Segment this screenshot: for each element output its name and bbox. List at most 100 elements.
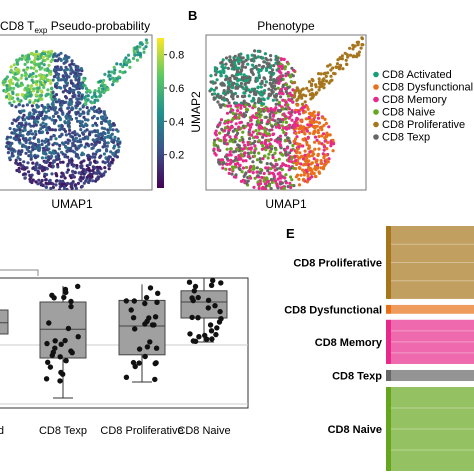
umap-a-point xyxy=(56,75,60,80)
umap-b-point xyxy=(316,152,320,156)
umap-b-point xyxy=(249,165,253,169)
umap-b-point xyxy=(234,66,238,70)
box-point xyxy=(214,325,220,331)
box-point xyxy=(68,298,74,305)
umap-b-point xyxy=(209,80,213,84)
umap-b-point xyxy=(249,133,253,137)
umap-a-point xyxy=(68,149,72,153)
umap-a-point xyxy=(76,181,80,185)
umap-a-point xyxy=(27,122,31,126)
umap-b-point xyxy=(345,53,349,57)
umap-a-point xyxy=(68,100,72,104)
umap-b-point xyxy=(227,85,231,90)
umap-b-point xyxy=(278,182,283,186)
panel-b-xlabel: UMAP1 xyxy=(265,197,307,211)
box-point xyxy=(147,285,154,291)
umap-a-point xyxy=(16,62,20,66)
box-point xyxy=(52,338,58,344)
umap-b-point xyxy=(307,152,311,156)
umap-a-point xyxy=(82,137,86,141)
umap-b-point xyxy=(351,47,355,51)
umap-a-point xyxy=(69,97,73,102)
umap-b-point xyxy=(292,126,296,130)
umap-b-point xyxy=(213,68,217,72)
umap-b-point xyxy=(290,160,294,164)
umap-b-point xyxy=(228,162,232,166)
umap-a-point xyxy=(34,156,38,160)
umap-a-point xyxy=(58,160,63,164)
umap-a-point xyxy=(80,170,84,174)
umap-b-point xyxy=(227,101,231,105)
umap-b-point xyxy=(290,118,294,122)
umap-a-point xyxy=(70,186,74,190)
umap-a-point xyxy=(20,73,24,77)
umap-b-point xyxy=(324,153,328,157)
umap-b-point xyxy=(254,129,258,133)
umap-a-point xyxy=(49,164,53,168)
umap-b-point xyxy=(336,58,340,62)
umap-b-point xyxy=(213,138,217,142)
umap-a-point xyxy=(94,134,98,138)
umap-a-point xyxy=(11,91,15,95)
umap-b-point xyxy=(317,80,322,84)
umap-b-point xyxy=(264,108,268,112)
umap-b-point xyxy=(335,62,340,66)
umap-b-point xyxy=(224,167,228,171)
umap-b-point xyxy=(293,159,297,163)
umap-a-point xyxy=(32,66,36,70)
umap-a-point xyxy=(31,71,35,76)
umap-a-point xyxy=(15,168,19,173)
umap-a-point xyxy=(31,161,35,165)
umap-a-point xyxy=(50,172,54,176)
umap-a-point xyxy=(39,123,43,127)
umap-a-point xyxy=(17,103,21,107)
umap-b-point xyxy=(299,124,303,128)
umap-a-point xyxy=(27,170,31,174)
umap-b-point xyxy=(317,134,321,139)
umap-b-point xyxy=(271,165,275,169)
umap-b-point xyxy=(257,139,261,143)
umap-a-point xyxy=(44,110,48,114)
umap-b-point xyxy=(219,158,223,162)
umap-b-point xyxy=(219,118,224,122)
umap-a-point xyxy=(115,139,119,143)
umap-b-point xyxy=(220,81,224,85)
umap-b-point xyxy=(247,88,251,92)
sankey-node xyxy=(386,369,391,382)
umap-b-point xyxy=(323,139,327,143)
umap-a-point xyxy=(40,178,44,183)
umap-b-point xyxy=(273,158,278,162)
umap-a-point xyxy=(142,50,146,54)
umap-a-point xyxy=(48,178,52,182)
umap-b-point xyxy=(255,113,259,117)
umap-b-point xyxy=(240,170,244,174)
umap-b-point xyxy=(322,86,326,90)
umap-b-point xyxy=(292,166,296,170)
umap-b-point xyxy=(228,76,232,80)
umap-a-point xyxy=(37,178,41,182)
umap-b-point xyxy=(246,62,250,66)
umap-b-point xyxy=(284,100,288,104)
umap-a-point xyxy=(34,74,38,78)
umap-b-point xyxy=(340,54,344,58)
umap-b-point xyxy=(236,131,240,135)
umap-b-point xyxy=(226,131,231,135)
umap-a-point xyxy=(22,160,26,164)
box-point xyxy=(213,331,219,338)
umap-b-point xyxy=(242,112,246,116)
umap-b-point xyxy=(351,43,355,47)
umap-a-point xyxy=(77,134,82,138)
umap-a-point xyxy=(102,152,106,156)
umap-b-point xyxy=(305,129,309,133)
box-point xyxy=(207,322,214,328)
umap-a-point xyxy=(5,84,9,88)
umap-a-point xyxy=(58,128,62,132)
umap-b-point xyxy=(277,81,281,85)
umap-b-point xyxy=(260,147,264,151)
umap-a-point xyxy=(62,185,66,189)
panel-b-ylabel: UMAP2 xyxy=(189,91,203,133)
umap-a-point xyxy=(34,55,38,59)
umap-b-point xyxy=(316,116,321,120)
umap-a-point xyxy=(91,146,95,150)
umap-b-point xyxy=(318,85,322,89)
